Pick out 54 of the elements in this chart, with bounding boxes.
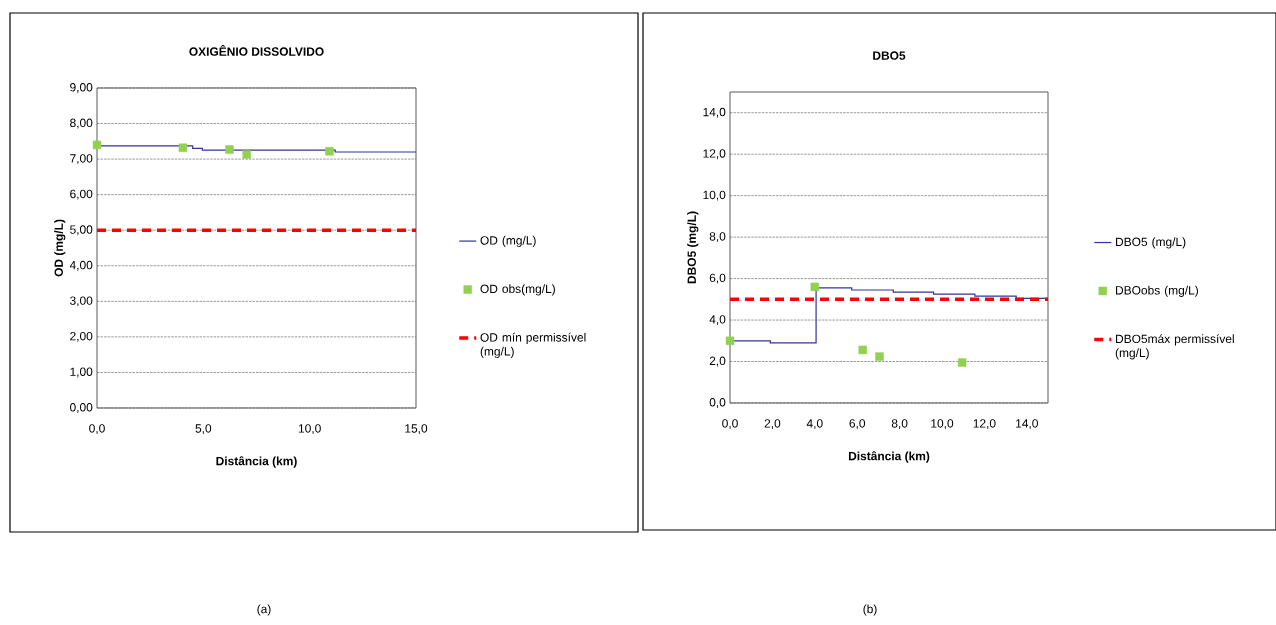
y-tick-label: 12,0	[703, 149, 726, 160]
legend-label: DBOobs (mg/L)	[1116, 285, 1198, 297]
y-tick-label: 10,0	[703, 190, 726, 201]
point	[225, 145, 234, 154]
y-tick-label: 0,0	[709, 398, 726, 408]
point	[957, 358, 967, 367]
x-tick-label: 0,0	[89, 424, 105, 435]
point	[325, 147, 334, 156]
chart-title: DBO5	[873, 51, 906, 60]
x-axis-title: Distância (km)	[216, 456, 297, 468]
y-tick-label: 8,00	[70, 118, 93, 129]
x-tick-label: 2,0	[764, 419, 781, 430]
point	[242, 150, 251, 159]
chart-title: OXIGÊNIO DISSOLVIDO	[189, 45, 324, 56]
y-axis-title: OD (mg/L)	[54, 219, 66, 277]
x-tick-label: 0,0	[722, 419, 738, 430]
y-tick-label: 5,00	[70, 225, 93, 236]
x-axis-title: Distância (km)	[848, 451, 930, 463]
point	[875, 352, 884, 361]
x-tick-label: 10,0	[931, 419, 954, 430]
y-tick-label: 8,0	[709, 232, 726, 243]
y-tick-label: 9,00	[70, 83, 93, 93]
x-tick-label: 12,0	[973, 419, 996, 430]
x-tick-label: 6,0	[849, 419, 866, 430]
x-tick-label: 8,0	[891, 419, 908, 430]
y-tick-label: 7,00	[70, 154, 93, 165]
y-tick-label: 4,0	[709, 315, 726, 325]
y-axis-title: DBO5 (mg/L)	[687, 211, 699, 284]
point	[858, 345, 867, 355]
x-tick-label: 14,0	[1016, 419, 1038, 430]
y-tick-label: 2,0	[709, 356, 726, 367]
text: (b)	[863, 604, 877, 616]
x-tick-label: 15,0	[405, 424, 428, 435]
y-tick-label: 6,0	[709, 273, 726, 284]
x-tick-label: 5,0	[195, 424, 212, 435]
legend-label: DBO5máx permissível (mg/L)	[1115, 334, 1234, 360]
point	[725, 336, 735, 345]
legend-label: OD mín permissível (mg/L)	[480, 332, 586, 358]
y-tick-label: 3,00	[70, 296, 93, 307]
y-tick-label: 14,0	[703, 107, 726, 118]
x-tick-label: 10,0	[298, 424, 321, 435]
point	[92, 140, 102, 150]
legend-label: OD obs(mg/L)	[480, 284, 555, 296]
y-tick-label: 1,00	[70, 367, 93, 378]
y-tick-label: 4,00	[69, 260, 93, 271]
text: (a)	[257, 604, 271, 616]
point	[178, 143, 188, 152]
legend-label: DBO5 (mg/L)	[1116, 237, 1186, 249]
y-tick-label: 0,00	[70, 403, 93, 413]
y-tick-label: 2,00	[70, 331, 93, 342]
point	[810, 282, 820, 292]
legend-label: OD (mg/L)	[480, 235, 536, 248]
y-tick-label: 6,00	[70, 189, 93, 200]
x-tick-label: 4,0	[806, 419, 823, 430]
